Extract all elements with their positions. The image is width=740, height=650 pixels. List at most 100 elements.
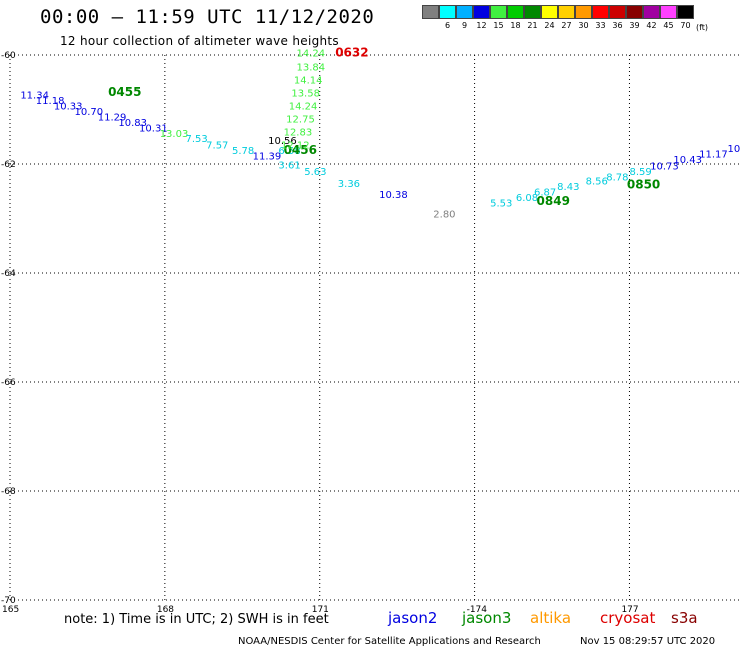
wave-height-value: 3.36 xyxy=(338,179,360,190)
scale-swatch xyxy=(507,5,524,19)
scale-swatch xyxy=(575,5,592,19)
scale-bin: 70 xyxy=(677,5,694,32)
wave-height-value: 11.18 xyxy=(36,96,65,107)
wave-height-value: 7.53 xyxy=(186,134,208,145)
wave-height-value: 14.14 xyxy=(294,75,323,86)
wave-height-value: 12.75 xyxy=(286,115,315,126)
wave-height-value: 14.24 xyxy=(289,102,318,113)
scale-bin: 33 xyxy=(592,5,609,32)
satellite-jason3-label: jason3 xyxy=(462,609,512,627)
scale-label: 30 xyxy=(578,21,589,30)
footer-credit: NOAA/NESDIS Center for Satellite Applica… xyxy=(238,636,541,647)
wave-height-value: 11.29 xyxy=(98,112,127,123)
scale-bin: 36 xyxy=(609,5,626,32)
track-time-label: 0632 xyxy=(335,46,368,60)
scale-swatch xyxy=(490,5,507,19)
scale-swatch xyxy=(473,5,490,19)
scale-bin: 42 xyxy=(643,5,660,32)
wave-height-value: 10.33 xyxy=(54,102,83,113)
wave-height-value: 12.12 xyxy=(281,141,310,152)
scale-bin: 21 xyxy=(524,5,541,32)
page-subtitle: 12 hour collection of altimeter wave hei… xyxy=(60,34,339,48)
scale-label: 24 xyxy=(544,21,555,30)
wave-height-value: 12.83 xyxy=(284,128,313,139)
wave-height-value: 3.61 xyxy=(278,160,300,171)
scale-swatch xyxy=(592,5,609,19)
lon-tick-label: 168 xyxy=(157,605,174,615)
lat-tick-label: -70 xyxy=(1,596,16,606)
wave-height-value: 10.83 xyxy=(118,118,147,129)
scale-bin: 39 xyxy=(626,5,643,32)
lat-tick-label: -66 xyxy=(1,378,16,388)
scale-bin: 6 xyxy=(439,5,456,32)
scale-swatch xyxy=(643,5,660,19)
scale-bin: 45 xyxy=(660,5,677,32)
track-time-label: 0850 xyxy=(627,178,660,192)
wave-height-value: 11.17 xyxy=(699,149,728,160)
scale-bin: 30 xyxy=(575,5,592,32)
wave-height-value: 10.43 xyxy=(673,155,702,166)
wave-height-value: 6.58 xyxy=(278,146,300,157)
wave-height-value: 6.87 xyxy=(534,188,556,199)
wave-height-value: 14.24 xyxy=(296,49,325,60)
scale-swatch xyxy=(626,5,643,19)
lon-tick-label: 171 xyxy=(312,605,329,615)
lat-tick-label: -62 xyxy=(1,160,16,170)
lon-tick-label: 165 xyxy=(2,605,19,615)
scale-bin: 24 xyxy=(541,5,558,32)
wave-height-value: 2.80 xyxy=(433,209,455,220)
scale-swatch xyxy=(660,5,677,19)
footer-timestamp: Nov 15 08:29:57 UTC 2020 xyxy=(580,636,716,647)
wave-height-value: 10.70 xyxy=(75,107,104,118)
wave-height-value: 10.73 xyxy=(650,161,679,172)
track-time-label: 0455 xyxy=(108,85,141,99)
wave-height-value: 11.39 xyxy=(253,152,282,163)
scale-label: 39 xyxy=(629,21,640,30)
scale-swatch xyxy=(558,5,575,19)
wave-height-value: 5.53 xyxy=(490,199,512,210)
lat-tick-label: -68 xyxy=(1,487,16,497)
scale-label: 9 xyxy=(461,21,468,30)
lat-tick-label: -60 xyxy=(1,51,16,61)
satellite-s3a-label: s3a xyxy=(671,609,698,627)
wave-height-value: 8.56 xyxy=(586,177,608,188)
scale-swatch xyxy=(524,5,541,19)
wave-height-value: 10.95 xyxy=(728,144,740,155)
scale-bin: 15 xyxy=(490,5,507,32)
scale-unit: (ft) xyxy=(696,23,709,32)
wave-height-value: 5.78 xyxy=(232,146,254,157)
scale-swatch xyxy=(677,5,694,19)
scale-swatch xyxy=(422,5,439,19)
lat-tick-label: -64 xyxy=(1,269,16,279)
scale-label: 21 xyxy=(527,21,538,30)
scale-swatch xyxy=(609,5,626,19)
scale-label: 70 xyxy=(680,21,691,30)
wave-height-value: 13.03 xyxy=(160,129,189,140)
scale-label: 15 xyxy=(493,21,504,30)
scale-label: 12 xyxy=(476,21,487,30)
satellite-altika-label: altika xyxy=(530,609,572,627)
satellite-jason2-label: jason2 xyxy=(388,609,438,627)
track-time-label: 0456 xyxy=(284,143,317,157)
scale-label: 6 xyxy=(444,21,451,30)
scale-label: 33 xyxy=(595,21,606,30)
wave-height-value: 13.58 xyxy=(291,88,320,99)
scale-swatch xyxy=(439,5,456,19)
wave-height-value: 10.56 xyxy=(268,136,297,147)
satellite-cryosat-label: cryosat xyxy=(600,609,656,627)
lon-tick-label: -174 xyxy=(467,605,488,615)
scale-bin: 27 xyxy=(558,5,575,32)
scale-label: 27 xyxy=(561,21,572,30)
scale-bin: 12 xyxy=(473,5,490,32)
scale-label: 18 xyxy=(510,21,521,30)
track-time-label: 0849 xyxy=(537,194,570,208)
wave-height-value: 7.57 xyxy=(206,141,228,152)
scale-swatch xyxy=(541,5,558,19)
lon-tick-label: 177 xyxy=(621,605,638,615)
wave-height-value: 10.38 xyxy=(379,190,408,201)
scale-label: 45 xyxy=(663,21,674,30)
scale-label: 36 xyxy=(612,21,623,30)
wave-height-value: 8.78 xyxy=(606,172,628,183)
scale-swatch xyxy=(456,5,473,19)
